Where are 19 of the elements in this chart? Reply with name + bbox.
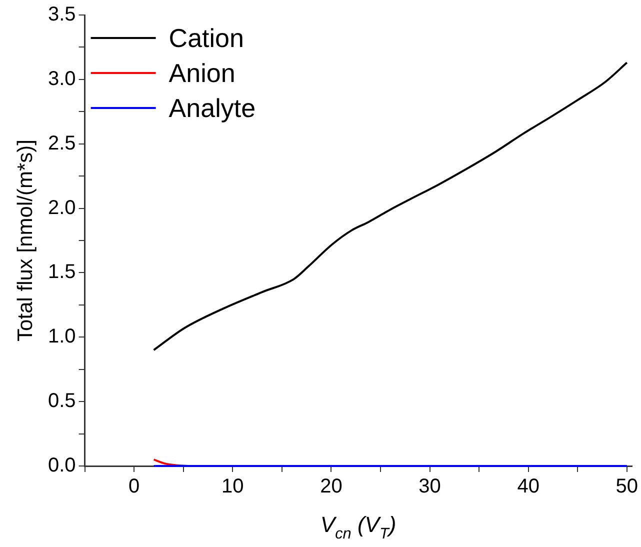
x-tick-label: 30 [418,476,441,498]
y-tick-label: 1.0 [48,326,76,348]
legend-label: Anion [168,58,236,88]
y-axis-title: Total flux [nmol/(m*s)] [14,140,37,342]
x-tick-label: 0 [128,476,140,498]
y-tick-label: 2.0 [48,196,76,219]
x-tick-label: 10 [222,476,244,498]
y-tick-label: 2.5 [48,132,76,154]
x-tick-label: 20 [320,476,342,498]
line-series [152,62,628,352]
x-tick-label: 40 [517,476,540,498]
y-tick-label: 0.0 [48,454,76,477]
y-tick-label: 3.0 [48,68,76,90]
y-tick-label: 3.5 [48,4,76,26]
legend-label: Analyte [168,93,256,124]
legend-label: Cation [168,23,244,54]
y-tick-label: 0.5 [48,390,76,412]
y-tick-label: 1.5 [48,261,76,284]
x-tick-label: 50 [616,476,638,498]
